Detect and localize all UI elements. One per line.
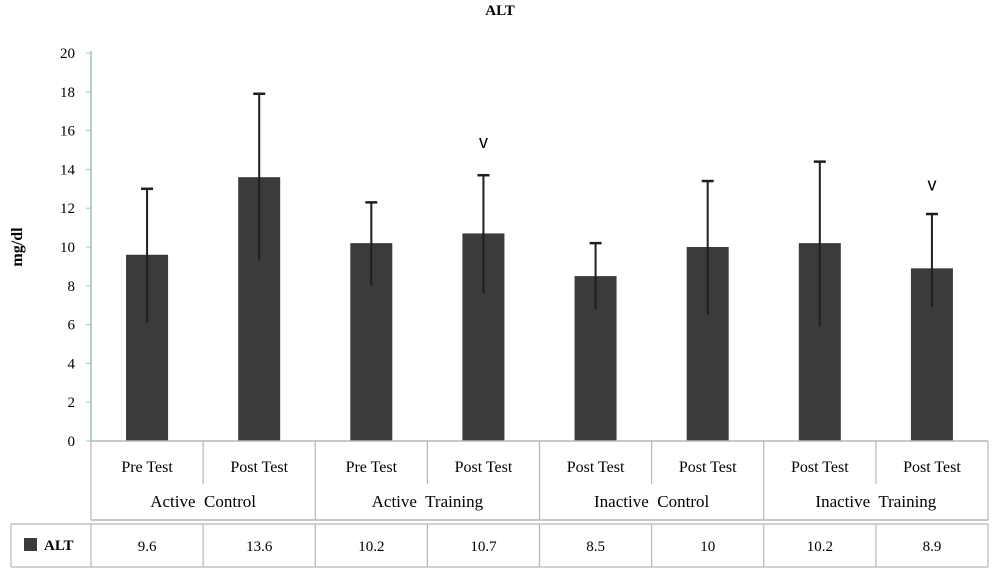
x-category-label: Post Test <box>230 459 288 476</box>
y-axis: 0 2 4 6 8 10 12 14 16 18 20 <box>60 46 92 450</box>
y-tick-label: 10 <box>60 240 75 256</box>
annotations: vv <box>479 132 937 195</box>
x-category-label: Post Test <box>567 459 625 476</box>
x-group-label: Active Training <box>372 492 484 511</box>
bars <box>126 177 953 441</box>
y-tick-label: 14 <box>60 162 76 178</box>
data-label: 10.2 <box>807 539 833 555</box>
y-tick-label: 18 <box>60 85 75 101</box>
x-group-label: Inactive Control <box>594 492 709 511</box>
x-category-label: Post Test <box>791 459 849 476</box>
y-tick-label: 20 <box>60 46 75 62</box>
error-bars <box>141 92 938 327</box>
x-category-label: Post Test <box>903 459 961 476</box>
data-label: 10.2 <box>358 539 384 555</box>
data-table: ALT 9.6 13.6 10.2 10.7 8.5 10 10.2 8.9 <box>10 523 989 568</box>
data-label: 8.9 <box>923 539 942 555</box>
y-tick-label: 2 <box>68 395 76 411</box>
y-tick-label: 4 <box>68 356 76 372</box>
data-label: 10.7 <box>470 539 497 555</box>
x-group-label: Inactive Training <box>815 492 936 511</box>
y-tick-label: 6 <box>68 318 76 334</box>
legend-label: ALT <box>44 538 73 554</box>
y-tick-label: 8 <box>68 279 76 295</box>
category-table: Pre Test Post Test Pre Test Post Test Post T… <box>90 440 989 521</box>
y-tick-label: 0 <box>68 434 76 450</box>
y-tick-label: 16 <box>60 124 76 140</box>
y-tick-label: 12 <box>60 201 75 217</box>
data-label: 10 <box>700 539 715 555</box>
data-label: 9.6 <box>138 539 157 555</box>
data-label: 8.5 <box>586 539 605 555</box>
y-axis-label: mg/dl <box>9 227 26 267</box>
chart-title: ALT <box>485 3 514 19</box>
x-group-label: Active Control <box>150 492 256 511</box>
x-category-label: Post Test <box>679 459 737 476</box>
data-label: 13.6 <box>246 539 273 555</box>
legend-swatch <box>24 538 37 551</box>
x-category-label: Post Test <box>455 459 513 476</box>
annotation-mark: v <box>479 132 488 152</box>
x-category-label: Pre Test <box>346 459 398 476</box>
annotation-mark: v <box>927 175 936 195</box>
x-category-label: Pre Test <box>121 459 173 476</box>
